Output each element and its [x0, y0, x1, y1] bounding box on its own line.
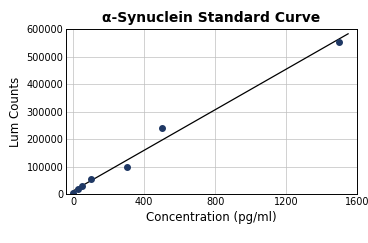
Point [336, 40, 342, 43]
X-axis label: Concentration (pg/ml): Concentration (pg/ml) [146, 211, 277, 224]
Point [88, 177, 94, 181]
Point [70, 191, 76, 195]
Y-axis label: Lum Counts: Lum Counts [10, 77, 22, 147]
Point [124, 165, 130, 169]
Title: α-Synuclein Standard Curve: α-Synuclein Standard Curve [102, 11, 321, 25]
Point [75, 188, 81, 191]
Point [159, 126, 165, 130]
Point [79, 184, 85, 188]
